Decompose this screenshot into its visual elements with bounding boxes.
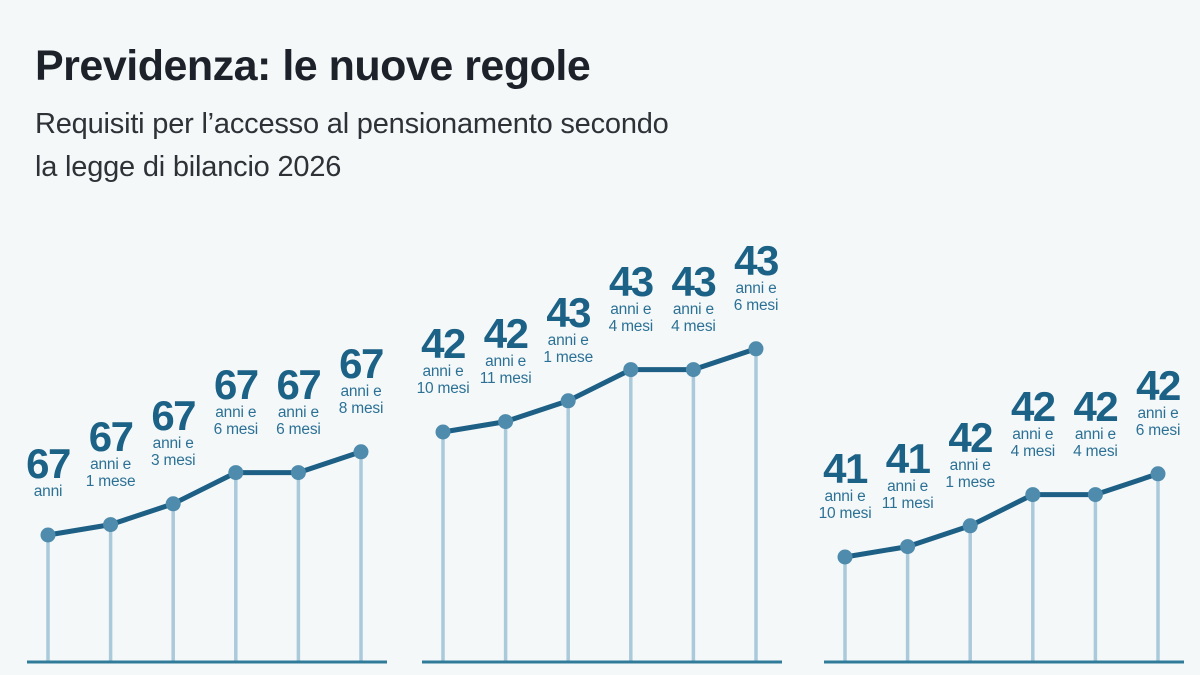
data-point	[435, 424, 451, 440]
data-point	[962, 518, 978, 534]
data-point	[353, 444, 369, 460]
data-point	[685, 362, 701, 378]
data-point	[560, 393, 576, 409]
subtitle-line-2: la legge di bilancio 2026	[35, 151, 342, 184]
data-point	[228, 465, 244, 481]
data-point	[1025, 487, 1041, 503]
data-point	[1150, 466, 1166, 482]
trend-line	[440, 346, 759, 435]
data-point	[837, 549, 853, 565]
data-point	[498, 414, 514, 430]
data-point	[748, 341, 764, 357]
trend-line	[45, 449, 364, 538]
data-point	[1087, 487, 1103, 503]
subtitle-line-1: Requisiti per l’accesso al pensionamento…	[35, 108, 669, 141]
trend-line	[842, 471, 1161, 560]
data-point	[40, 527, 56, 543]
data-point	[623, 362, 639, 378]
page-title: Previdenza: le nuove regole	[35, 42, 591, 90]
data-point	[165, 496, 181, 512]
data-point	[290, 465, 306, 481]
data-point	[103, 517, 119, 533]
header: Previdenza: le nuove regole Requisiti pe…	[35, 42, 935, 189]
data-point	[900, 539, 916, 555]
page-subtitle: Requisiti per l’accesso al pensionamento…	[35, 103, 935, 189]
